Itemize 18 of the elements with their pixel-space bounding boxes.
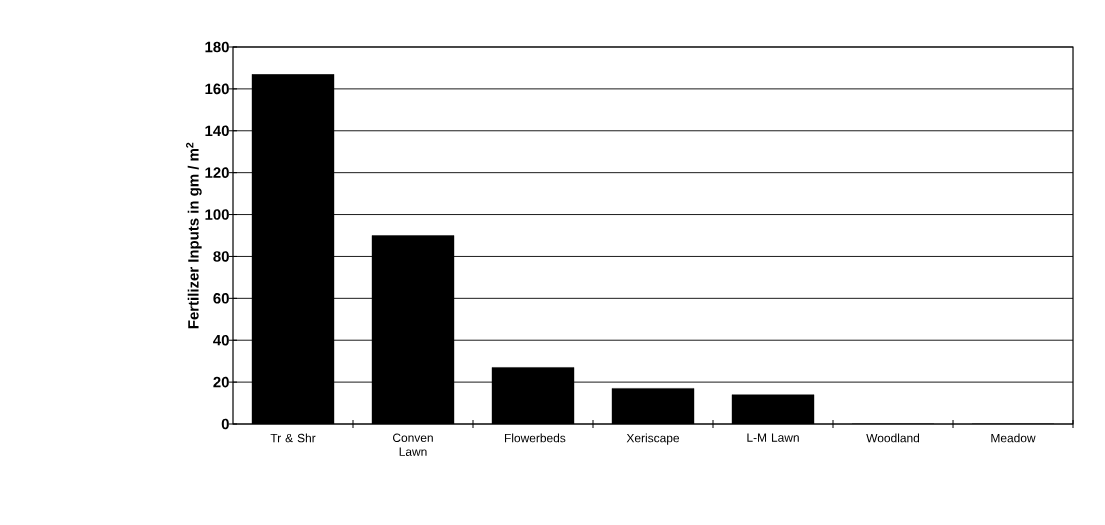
y-tick-label: 140 <box>205 125 229 137</box>
x-tick-label: Conven Lawn <box>393 433 433 456</box>
y-tick-label: 180 <box>205 41 229 53</box>
x-tick-label: Xeriscape <box>626 433 680 445</box>
y-tick-label: 20 <box>213 376 229 388</box>
x-tick-label: Tr & Shr <box>270 433 316 443</box>
y-axis-title: Fertilizer Inputs in gm / m$^{2}$ <box>186 142 202 329</box>
y-tick-label: 40 <box>213 334 229 346</box>
y-tick-label: 80 <box>213 251 229 262</box>
x-tick-label: L-M Lawn <box>747 433 799 442</box>
y-tick-label: 60 <box>213 293 229 304</box>
x-tick-label: Woodland <box>866 433 920 443</box>
x-tick-label: Flowerbeds <box>504 433 566 443</box>
x-tick-label: Meadow <box>991 433 1036 443</box>
y-tick-label: 160 <box>205 83 229 95</box>
y-tick-label: 120 <box>205 167 229 178</box>
y-tick-label: 0 <box>221 418 229 430</box>
y-tick-label: 100 <box>205 209 229 220</box>
